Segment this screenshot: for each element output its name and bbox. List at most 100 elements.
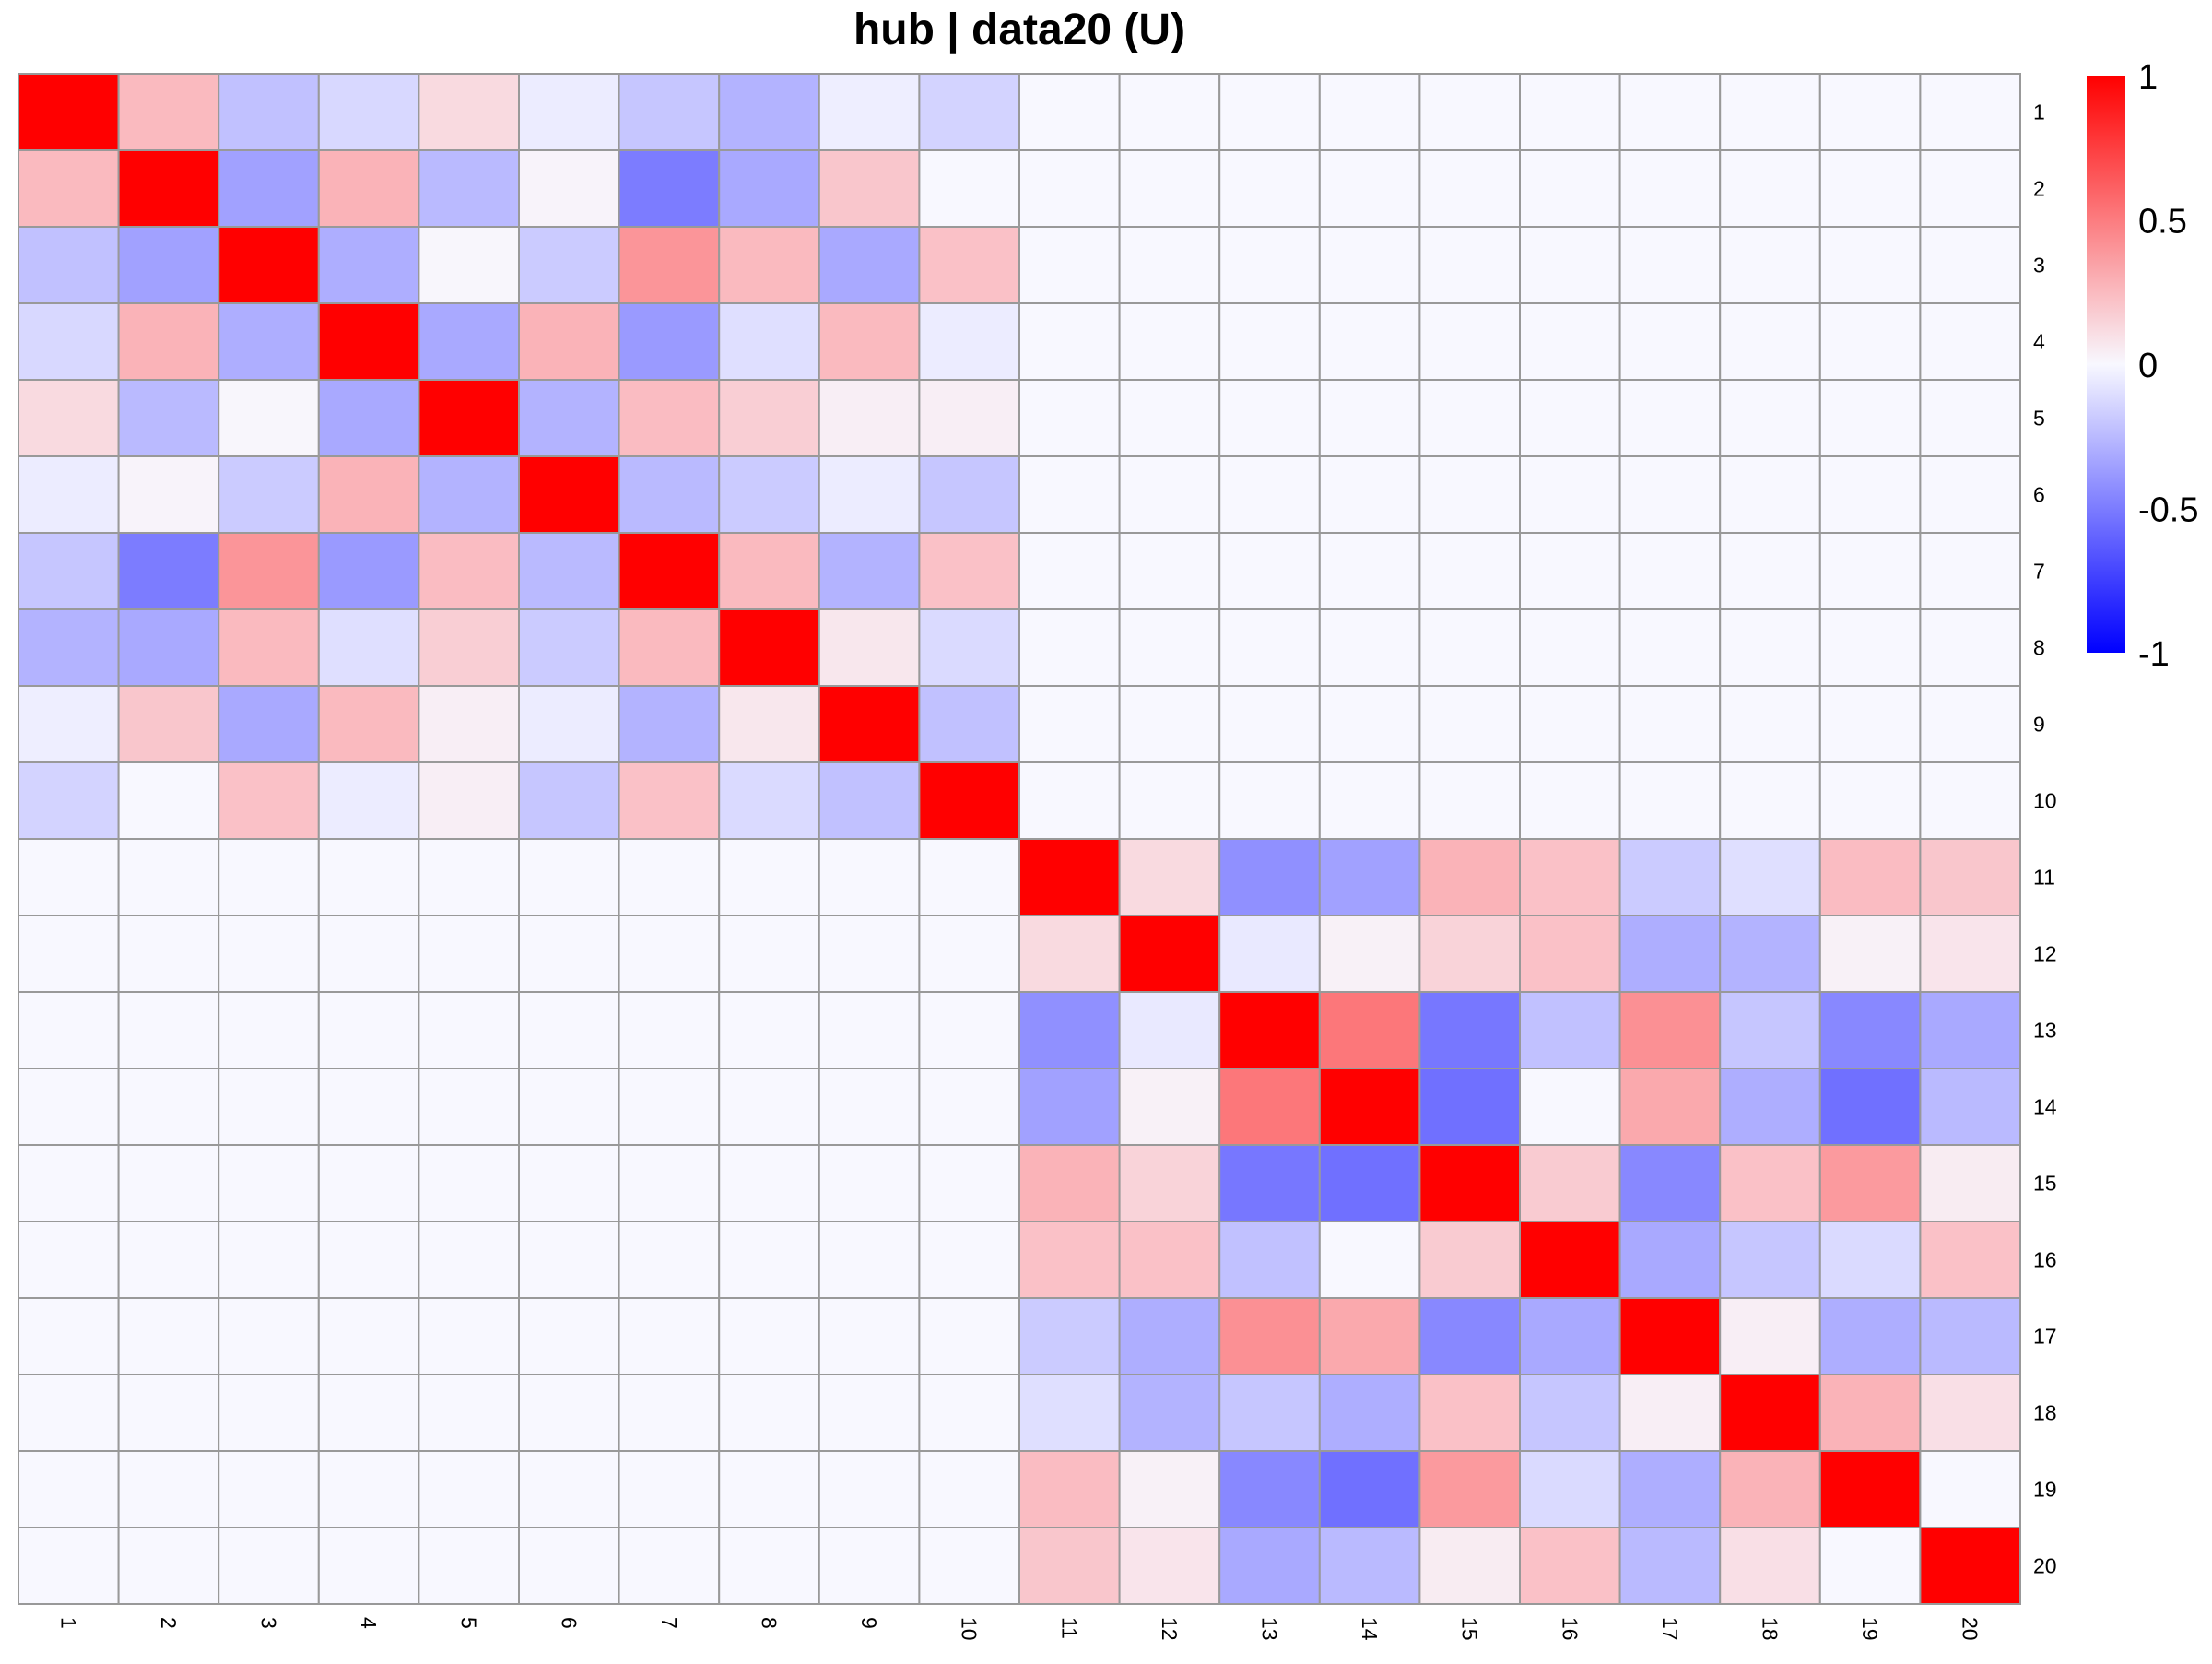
- heatmap-cell-r7-c10: [918, 532, 1021, 610]
- heatmap-cell-r3-c4: [317, 226, 420, 304]
- heatmap-cell-r1-c19: [1818, 73, 1922, 151]
- heatmap-cell-r17-c1: [18, 1297, 120, 1375]
- heatmap-cell-r13-c3: [218, 991, 320, 1069]
- heatmap-cell-r16-c20: [1919, 1221, 2021, 1299]
- heatmap-cell-r9-c18: [1719, 685, 1821, 763]
- heatmap-cell-r1-c10: [918, 73, 1021, 151]
- heatmap-cell-r17-c14: [1318, 1297, 1421, 1375]
- heatmap-cell-r10-c18: [1719, 761, 1821, 840]
- heatmap-cell-r11-c12: [1118, 838, 1221, 916]
- heatmap-cell-r13-c1: [18, 991, 120, 1069]
- heatmap-cell-r12-c2: [117, 915, 220, 993]
- heatmap-cell-r14-c3: [218, 1068, 320, 1146]
- heatmap-cell-r8-c7: [618, 608, 721, 687]
- heatmap-cell-r1-c4: [317, 73, 420, 151]
- heatmap-cell-r12-c1: [18, 915, 120, 993]
- heatmap-cell-r7-c1: [18, 532, 120, 610]
- col-label-12: 12: [1158, 1617, 1182, 1641]
- legend-tick-label: 0: [2138, 347, 2158, 385]
- heatmap-cell-r4-c18: [1719, 302, 1821, 381]
- heatmap-cell-r8-c20: [1919, 608, 2021, 687]
- heatmap-cell-r15-c4: [317, 1144, 420, 1222]
- heatmap-cell-r20-c17: [1618, 1527, 1722, 1605]
- heatmap-cell-r17-c5: [418, 1297, 520, 1375]
- heatmap-cell-r12-c7: [618, 915, 721, 993]
- heatmap-cell-r18-c6: [518, 1374, 620, 1452]
- heatmap-cell-r3-c1: [18, 226, 120, 304]
- heatmap-cell-r20-c4: [317, 1527, 420, 1605]
- heatmap-cell-r17-c6: [518, 1297, 620, 1375]
- heatmap-cell-r1-c11: [1018, 73, 1121, 151]
- heatmap-cell-r20-c7: [618, 1527, 721, 1605]
- heatmap-cell-r8-c17: [1618, 608, 1722, 687]
- heatmap-cell-r18-c9: [818, 1374, 921, 1452]
- heatmap-cell-r10-c6: [518, 761, 620, 840]
- heatmap-cell-r11-c3: [218, 838, 320, 916]
- heatmap-cell-r7-c11: [1018, 532, 1121, 610]
- heatmap-cell-r19-c17: [1618, 1450, 1722, 1528]
- heatmap-cell-r5-c12: [1118, 379, 1221, 457]
- heatmap-cell-r5-c17: [1618, 379, 1722, 457]
- heatmap-cell-r9-c2: [117, 685, 220, 763]
- heatmap-cell-r4-c20: [1919, 302, 2021, 381]
- heatmap-cell-r20-c14: [1318, 1527, 1421, 1605]
- heatmap-cell-r1-c17: [1618, 73, 1722, 151]
- heatmap-cell-r11-c16: [1519, 838, 1621, 916]
- heatmap-cell-r1-c8: [718, 73, 820, 151]
- row-label-1: 1: [2033, 100, 2045, 124]
- heatmap-cell-r19-c1: [18, 1450, 120, 1528]
- heatmap-cell-r19-c12: [1118, 1450, 1221, 1528]
- heatmap-cell-r7-c16: [1519, 532, 1621, 610]
- heatmap-cell-r12-c20: [1919, 915, 2021, 993]
- heatmap-cell-r14-c1: [18, 1068, 120, 1146]
- heatmap-cell-r3-c20: [1919, 226, 2021, 304]
- heatmap-cell-r7-c13: [1218, 532, 1321, 610]
- heatmap-cell-r17-c9: [818, 1297, 921, 1375]
- heatmap-cell-r18-c12: [1118, 1374, 1221, 1452]
- row-label-12: 12: [2033, 942, 2057, 966]
- heatmap-cell-r15-c20: [1919, 1144, 2021, 1222]
- heatmap-cell-r13-c11: [1018, 991, 1121, 1069]
- heatmap-cell-r6-c1: [18, 455, 120, 534]
- heatmap-cell-r14-c15: [1418, 1068, 1522, 1146]
- col-label-17: 17: [1658, 1617, 1682, 1641]
- heatmap-cell-r9-c8: [718, 685, 820, 763]
- heatmap-cell-r14-c7: [618, 1068, 721, 1146]
- heatmap-cell-r4-c4: [317, 302, 420, 381]
- heatmap-cell-r10-c12: [1118, 761, 1221, 840]
- heatmap-cell-r18-c20: [1919, 1374, 2021, 1452]
- heatmap-cell-r16-c12: [1118, 1221, 1221, 1299]
- heatmap-cell-r20-c3: [218, 1527, 320, 1605]
- heatmap-cell-r7-c17: [1618, 532, 1722, 610]
- row-label-8: 8: [2033, 636, 2045, 660]
- heatmap-cell-r14-c18: [1719, 1068, 1821, 1146]
- heatmap-cell-r7-c12: [1118, 532, 1221, 610]
- heatmap-cell-r18-c15: [1418, 1374, 1522, 1452]
- heatmap-cell-r18-c5: [418, 1374, 520, 1452]
- row-label-2: 2: [2033, 177, 2045, 201]
- heatmap-cell-r16-c7: [618, 1221, 721, 1299]
- heatmap-cell-r4-c8: [718, 302, 820, 381]
- heatmap-cell-r11-c15: [1418, 838, 1522, 916]
- heatmap-cell-r2-c11: [1018, 149, 1121, 228]
- heatmap-cell-r11-c17: [1618, 838, 1722, 916]
- heatmap-cell-r14-c9: [818, 1068, 921, 1146]
- heatmap-cell-r9-c6: [518, 685, 620, 763]
- heatmap-cell-r7-c18: [1719, 532, 1821, 610]
- heatmap-cell-r16-c14: [1318, 1221, 1421, 1299]
- heatmap-cell-r20-c18: [1719, 1527, 1821, 1605]
- heatmap-cell-r10-c20: [1919, 761, 2021, 840]
- heatmap-cell-r1-c5: [418, 73, 520, 151]
- heatmap-cell-r8-c5: [418, 608, 520, 687]
- heatmap-cell-r18-c11: [1018, 1374, 1121, 1452]
- col-label-2: 2: [157, 1617, 181, 1629]
- heatmap-cell-r10-c7: [618, 761, 721, 840]
- legend-tick-label: -0.5: [2138, 491, 2198, 530]
- heatmap-cell-r14-c5: [418, 1068, 520, 1146]
- heatmap-cell-r12-c18: [1719, 915, 1821, 993]
- heatmap-cell-r11-c20: [1919, 838, 2021, 916]
- heatmap-cell-r9-c11: [1018, 685, 1121, 763]
- heatmap-cell-r7-c3: [218, 532, 320, 610]
- heatmap-cell-r10-c3: [218, 761, 320, 840]
